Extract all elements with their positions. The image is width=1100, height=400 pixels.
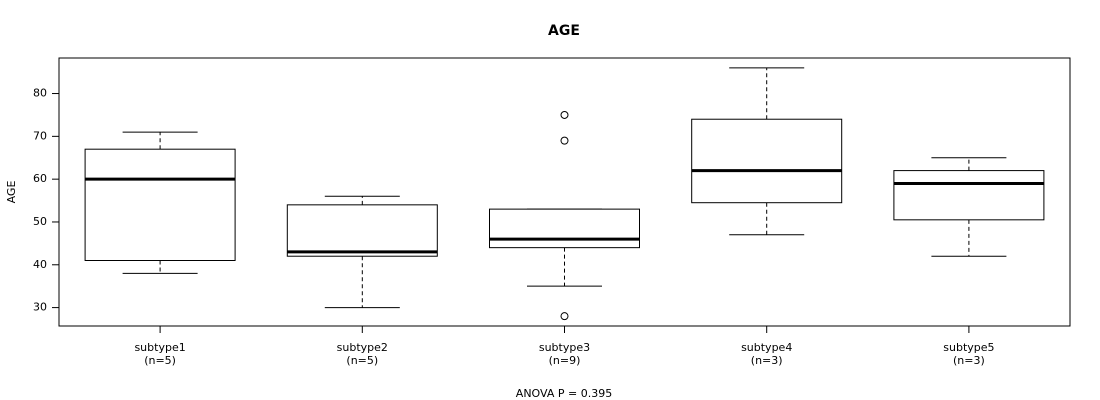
iqr-box [84, 148, 236, 261]
iqr-box [893, 170, 1045, 221]
anova-caption: ANOVA P = 0.395 [516, 387, 612, 400]
y-tick-label-50: 50 [33, 215, 47, 228]
box-subtype1 [84, 131, 236, 274]
box-subtype2 [286, 195, 438, 309]
category-count-subtype3: (n=9) [549, 354, 581, 367]
category-label-subtype5: subtype5 [943, 341, 994, 354]
outlier-point [560, 136, 569, 145]
outlier-point [560, 110, 569, 119]
category-label-subtype1: subtype1 [134, 341, 185, 354]
y-axis-title: AGE [5, 181, 18, 204]
category-labels: subtype1(n=5)subtype2(n=5)subtype3(n=9)s… [134, 326, 995, 367]
category-label-subtype4: subtype4 [741, 341, 792, 354]
category-label-subtype2: subtype2 [337, 341, 388, 354]
category-label-subtype3: subtype3 [539, 341, 590, 354]
y-tick-label-70: 70 [33, 129, 47, 142]
category-count-subtype1: (n=5) [144, 354, 176, 367]
y-axis: 30 40 50 60 70 80 [33, 87, 60, 314]
category-count-subtype5: (n=3) [953, 354, 985, 367]
y-tick-label-60: 60 [33, 172, 47, 185]
iqr-box [489, 208, 640, 249]
category-count-subtype2: (n=5) [346, 354, 378, 367]
y-tick-label-30: 30 [33, 301, 47, 314]
y-tick-label-40: 40 [33, 258, 47, 271]
y-tick-label-80: 80 [33, 87, 47, 100]
category-count-subtype4: (n=3) [751, 354, 783, 367]
box-subtype5 [893, 157, 1045, 257]
chart-title: AGE [548, 23, 580, 39]
boxes-group [84, 67, 1045, 321]
box-subtype3 [489, 110, 640, 321]
outlier-point [560, 312, 569, 321]
iqr-box [286, 204, 438, 257]
box-subtype4 [691, 67, 843, 236]
iqr-box [691, 118, 843, 204]
